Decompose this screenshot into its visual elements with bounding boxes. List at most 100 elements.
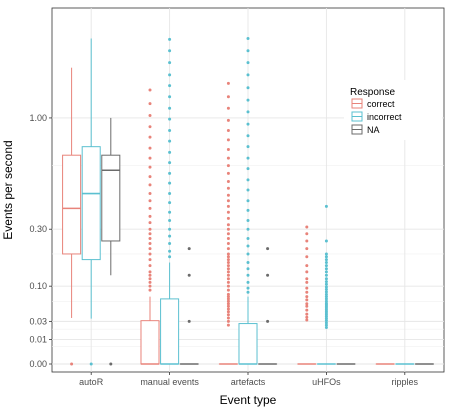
outlier-point xyxy=(148,102,152,106)
outlier-point xyxy=(226,147,230,151)
outlier-point xyxy=(246,286,250,290)
box-incorrect xyxy=(238,36,258,365)
outlier-point xyxy=(324,282,328,286)
outlier-point xyxy=(226,288,230,292)
outlier-point xyxy=(226,164,230,168)
outlier-point xyxy=(266,319,270,323)
outlier-point xyxy=(246,208,250,212)
legend: Response correct incorrect NA xyxy=(344,80,442,140)
outlier-point xyxy=(148,221,152,225)
box-body xyxy=(62,154,82,255)
outlier-point xyxy=(168,192,172,196)
outlier-point xyxy=(246,244,250,248)
outlier-point xyxy=(168,95,172,99)
outlier-point xyxy=(168,129,172,133)
outlier-point xyxy=(246,267,250,271)
x-tick-label: artefacts xyxy=(231,377,266,387)
outlier-point xyxy=(226,284,230,288)
outlier-point xyxy=(148,277,152,281)
outlier-point xyxy=(168,210,172,214)
outlier-point xyxy=(148,156,152,160)
outlier-point xyxy=(246,73,250,77)
outlier-point xyxy=(226,313,230,317)
legend-title: Response xyxy=(350,87,395,98)
outlier-point xyxy=(148,192,152,196)
outlier-point xyxy=(226,297,230,301)
outlier-point xyxy=(226,171,230,175)
outlier-point xyxy=(226,310,230,314)
outlier-point xyxy=(148,146,152,150)
outlier-point xyxy=(226,186,230,190)
x-axis-title: Event type xyxy=(220,393,277,407)
outlier-point xyxy=(324,297,328,301)
outlier-point xyxy=(226,319,230,323)
outlier-point xyxy=(246,227,250,231)
outlier-point xyxy=(148,258,152,262)
legend-entries: correct incorrect NA xyxy=(351,98,402,135)
outlier-point xyxy=(70,362,74,366)
outlier-point xyxy=(168,106,172,110)
outlier-point xyxy=(109,362,113,366)
outlier-point xyxy=(305,247,309,251)
outlier-point xyxy=(305,286,309,290)
outlier-point xyxy=(168,241,172,245)
box-body xyxy=(140,320,160,365)
outlier-point xyxy=(168,234,172,238)
box-correct xyxy=(140,88,160,365)
outlier-point xyxy=(148,273,152,277)
outlier-point xyxy=(305,318,309,322)
outlier-point xyxy=(246,61,250,65)
outlier-point xyxy=(226,323,230,327)
outlier-point xyxy=(324,323,328,327)
outlier-point xyxy=(226,106,230,110)
outlier-point xyxy=(305,270,309,274)
outlier-point xyxy=(305,232,309,236)
outlier-point xyxy=(246,199,250,203)
outlier-point xyxy=(226,267,230,271)
outlier-point xyxy=(246,167,250,171)
outlier-point xyxy=(305,312,309,316)
outlier-point xyxy=(324,252,328,256)
outlier-point xyxy=(324,321,328,325)
outlier-point xyxy=(226,129,230,133)
outlier-point xyxy=(226,95,230,99)
box-body xyxy=(101,154,121,242)
outlier-point xyxy=(246,237,250,241)
outlier-point xyxy=(148,199,152,203)
outlier-point xyxy=(246,280,250,284)
box-correct xyxy=(62,67,82,366)
outlier-point xyxy=(187,319,191,323)
outlier-point xyxy=(89,362,93,366)
outlier-point xyxy=(305,255,309,259)
outlier-point xyxy=(226,204,230,208)
outlier-point xyxy=(226,247,230,251)
outlier-point xyxy=(148,237,152,241)
outlier-point xyxy=(226,138,230,142)
outlier-point xyxy=(226,302,230,306)
outlier-point xyxy=(246,86,250,90)
legend-entry-correct: correct xyxy=(351,98,395,109)
outlier-point xyxy=(324,292,328,296)
x-tick-label: uHFOs xyxy=(312,377,341,387)
y-tick-label: 0.10 xyxy=(29,281,47,291)
x-axis: autoR manual events artefacts uHFOs ripples xyxy=(79,372,419,387)
outlier-point xyxy=(305,298,309,302)
outlier-point xyxy=(305,295,309,299)
outlier-point xyxy=(324,264,328,268)
outlier-point xyxy=(148,88,152,92)
box-layer xyxy=(62,36,434,366)
box-body xyxy=(81,146,101,261)
outlier-point xyxy=(148,288,152,292)
outlier-point xyxy=(226,273,230,277)
outlier-point xyxy=(324,280,328,284)
outlier-point xyxy=(246,98,250,102)
outlier-point xyxy=(226,252,230,256)
outlier-point xyxy=(324,295,328,299)
outlier-point xyxy=(148,264,152,268)
outlier-point xyxy=(148,232,152,236)
outlier-point xyxy=(187,247,191,251)
outlier-point xyxy=(168,219,172,223)
y-tick-label: 0.01 xyxy=(29,334,47,344)
outlier-point xyxy=(226,270,230,274)
outlier-point xyxy=(305,304,309,308)
